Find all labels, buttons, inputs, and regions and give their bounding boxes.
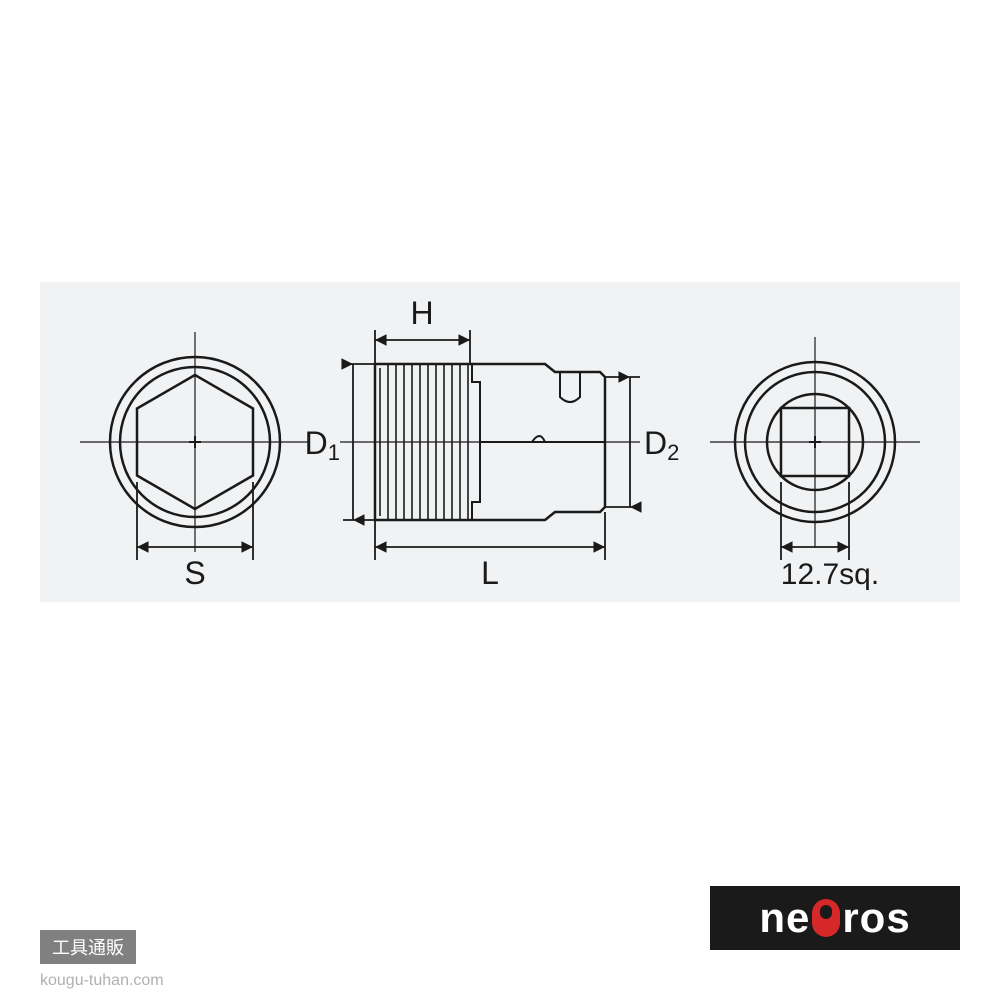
label-s: S bbox=[184, 555, 205, 591]
diagram-panel: S bbox=[40, 282, 960, 602]
front-view: S bbox=[80, 332, 310, 591]
label-drive: 12.7sq. bbox=[781, 558, 879, 591]
watermark-badge: 工具通販 bbox=[40, 930, 136, 964]
label-h: H bbox=[410, 295, 433, 331]
label-d2: D2 bbox=[644, 425, 679, 465]
logo-text-after: ros bbox=[842, 894, 910, 942]
logo-text-before: ne bbox=[759, 894, 810, 942]
rear-view: 12.7sq. bbox=[710, 337, 920, 591]
label-l: L bbox=[481, 555, 499, 591]
label-d1: D1 bbox=[305, 425, 340, 465]
logo-p-icon bbox=[812, 899, 840, 937]
nepros-logo: ne ros bbox=[710, 886, 960, 950]
watermark-url: kougu-tuhan.com bbox=[40, 972, 164, 990]
technical-drawing-svg: S bbox=[40, 282, 960, 602]
side-view: H D1 D2 L bbox=[305, 295, 680, 591]
